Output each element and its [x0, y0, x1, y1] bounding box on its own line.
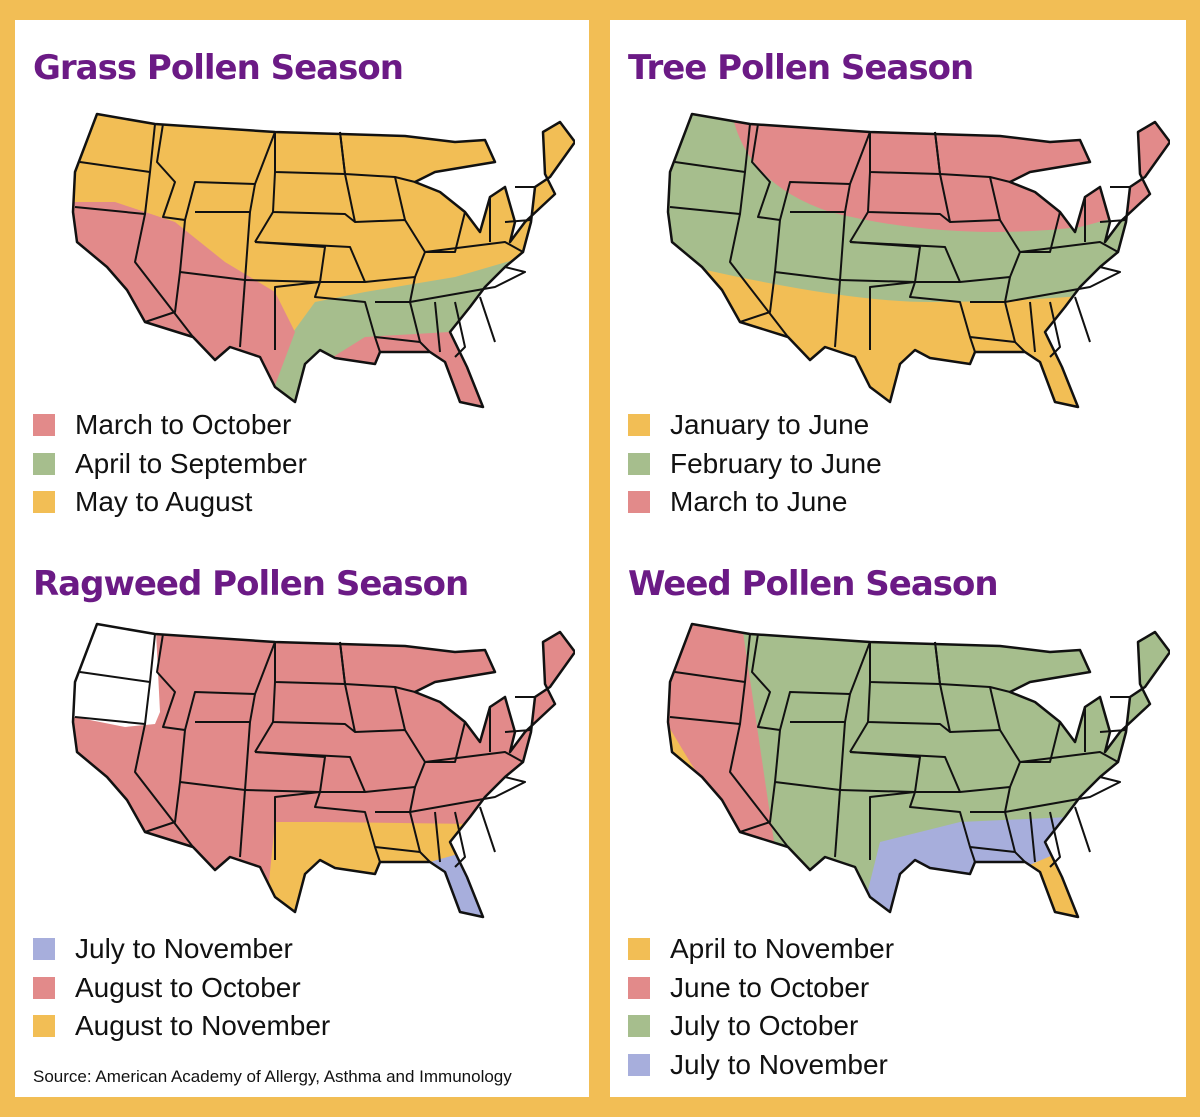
weed-pollen-legend: April to November June to October July t…	[628, 930, 894, 1084]
green-swatch-icon	[628, 452, 650, 475]
red-swatch-icon	[33, 414, 55, 437]
red-swatch-icon	[33, 976, 55, 999]
weed-pollen-map	[630, 612, 1170, 922]
legend-item: February to June	[628, 445, 882, 484]
grass-pollen-map	[35, 102, 575, 412]
yellow-swatch-icon	[33, 1015, 55, 1038]
legend-item: June to October	[628, 969, 894, 1008]
green-swatch-icon	[628, 1015, 650, 1038]
legend-item: July to November	[628, 1046, 894, 1085]
legend-item: July to October	[628, 1007, 894, 1046]
left-panel: Grass Pollen Season March to October Apr…	[15, 20, 589, 1097]
legend-item: January to June	[628, 406, 882, 445]
ragweed-pollen-title: Ragweed Pollen Season	[33, 564, 469, 604]
legend-item: May to August	[33, 483, 307, 522]
grass-pollen-legend: March to October April to September May …	[33, 406, 307, 522]
tree-pollen-legend: January to June February to June March t…	[628, 406, 882, 522]
blue-swatch-icon	[628, 1053, 650, 1076]
right-panel: Tree Pollen Season January to June Febru…	[610, 20, 1186, 1097]
green-swatch-icon	[33, 452, 55, 475]
legend-item: March to June	[628, 483, 882, 522]
tree-pollen-title: Tree Pollen Season	[628, 48, 974, 88]
legend-item: April to November	[628, 930, 894, 969]
ragweed-pollen-map	[35, 612, 575, 922]
tree-pollen-map	[630, 102, 1170, 412]
red-swatch-icon	[628, 491, 650, 514]
legend-item: March to October	[33, 406, 307, 445]
yellow-swatch-icon	[33, 491, 55, 514]
legend-item: August to November	[33, 1007, 330, 1046]
legend-item: April to September	[33, 445, 307, 484]
grass-pollen-title: Grass Pollen Season	[33, 48, 404, 88]
blue-swatch-icon	[33, 938, 55, 961]
yellow-swatch-icon	[628, 938, 650, 961]
legend-item: August to October	[33, 969, 330, 1008]
yellow-swatch-icon	[628, 414, 650, 437]
ragweed-pollen-legend: July to November August to October Augus…	[33, 930, 330, 1046]
legend-item: July to November	[33, 930, 330, 969]
source-credit: Source: American Academy of Allergy, Ast…	[33, 1067, 512, 1086]
red-swatch-icon	[628, 976, 650, 999]
weed-pollen-title: Weed Pollen Season	[628, 564, 999, 604]
